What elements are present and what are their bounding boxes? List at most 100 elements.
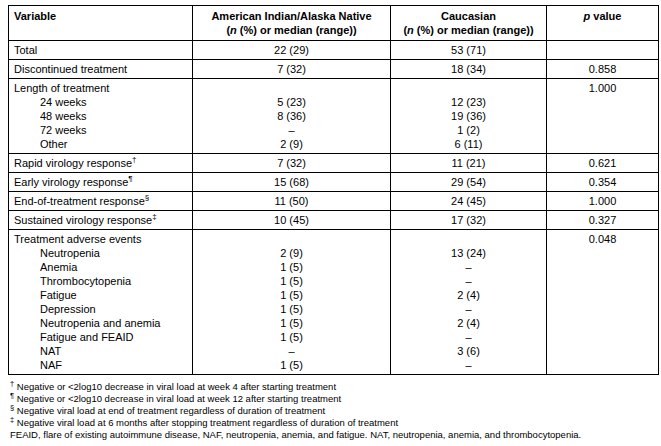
table-row: Discontinued treatment7 (32)18 (34)0.858 <box>9 60 659 79</box>
caucasian-value: – <box>396 302 541 316</box>
sub-variable-label: Neutropenia <box>14 246 187 260</box>
sub-variable-label: 48 weeks <box>14 109 187 123</box>
american-indian-value: – <box>198 344 385 358</box>
american-indian-value: 1 (5) <box>198 330 385 344</box>
table-row: Rapid virology response†7 (32)11 (21)0.6… <box>9 154 659 173</box>
sub-variable-label: Other <box>14 137 187 151</box>
variable-label: End-of-treatment response <box>14 195 145 207</box>
american-indian-value: 1 (5) <box>198 288 385 302</box>
caucasian-value: – <box>396 358 541 372</box>
header-row: Variable American Indian/Alaska Native (… <box>9 6 659 41</box>
sub-variable-label: Anemia <box>14 260 187 274</box>
american-indian-value: 5 (23) <box>198 95 385 109</box>
footnote-marker: ‡ <box>152 212 156 221</box>
col-header-pvalue: p value <box>547 6 659 41</box>
caucasian-value: 1 (2) <box>396 123 541 137</box>
footnote: FEAID, flare of existing autoimmune dise… <box>10 429 661 441</box>
caucasian-value: 12 (23) <box>396 95 541 109</box>
table-wrapper: Variable American Indian/Alaska Native (… <box>0 0 661 441</box>
sub-variable-label: Fatigue <box>14 288 187 302</box>
footnote-marker: ‡ <box>10 415 14 424</box>
american-indian-value: 2 (9) <box>198 137 385 151</box>
table-row: Early virology response¶15 (68)29 (54)0.… <box>9 173 659 192</box>
variable-label: Sustained virology response <box>14 214 152 226</box>
group-label: Treatment adverse events <box>14 232 187 246</box>
american-indian-value: 1 (5) <box>198 302 385 316</box>
sub-variable-label: 24 weeks <box>14 95 187 109</box>
variable-cell: Discontinued treatment <box>9 60 193 79</box>
caucasian-value: – <box>396 330 541 344</box>
caucasian-value-cell: 17 (32) <box>391 211 547 230</box>
sub-variable-label: Depression <box>14 302 187 316</box>
caucasian-value: 2 (4) <box>396 288 541 302</box>
american-indian-value-cell: 2 (9)1 (5)1 (5)1 (5)1 (5)1 (5)1 (5)–1 (5… <box>193 230 391 375</box>
american-indian-value: 2 (9) <box>198 246 385 260</box>
american-indian-value-cell: 5 (23)8 (36)–2 (9) <box>193 79 391 154</box>
footnote-marker: † <box>10 379 14 388</box>
variable-cell: Treatment adverse eventsNeutropeniaAnemi… <box>9 230 193 375</box>
sub-variable-label: NAF <box>14 358 187 372</box>
footnote: † Negative or <2log10 decrease in viral … <box>10 381 661 393</box>
caucasian-value-cell: 24 (45) <box>391 192 547 211</box>
variable-cell: Total <box>9 41 193 60</box>
p-value-cell <box>547 41 659 60</box>
caucasian-value-cell: 29 (54) <box>391 173 547 192</box>
american-indian-value-cell: 10 (45) <box>193 211 391 230</box>
caucasian-value-cell: 18 (34) <box>391 60 547 79</box>
sub-variable-label: Thrombocytopenia <box>14 274 187 288</box>
footnote: § Negative viral load at end of treatmen… <box>10 405 661 417</box>
american-indian-value-cell: 11 (50) <box>193 192 391 211</box>
footnote-marker: † <box>132 155 136 164</box>
p-value-cell: 0.621 <box>547 154 659 173</box>
variable-cell: Length of treatment24 weeks48 weeks72 we… <box>9 79 193 154</box>
page: Variable American Indian/Alaska Native (… <box>0 0 661 446</box>
sub-variable-label: 72 weeks <box>14 123 187 137</box>
american-indian-value: 8 (36) <box>198 109 385 123</box>
comparison-table: Variable American Indian/Alaska Native (… <box>8 5 659 375</box>
group-label: Length of treatment <box>14 81 187 95</box>
col-header-cauc-title: Caucasian <box>396 9 541 23</box>
american-indian-value: 1 (5) <box>198 316 385 330</box>
sub-variable-label: Fatigue and FEAID <box>14 330 187 344</box>
caucasian-value-cell: 13 (24)––2 (4)–2 (4)–3 (6)– <box>391 230 547 375</box>
p-value-cell: 0.327 <box>547 211 659 230</box>
caucasian-value: 3 (6) <box>396 344 541 358</box>
footnote-marker: § <box>145 193 149 202</box>
american-indian-value-cell: 7 (32) <box>193 154 391 173</box>
caucasian-value: – <box>396 274 541 288</box>
table-row: Length of treatment24 weeks48 weeks72 we… <box>9 79 659 154</box>
p-value-cell: 0.354 <box>547 173 659 192</box>
footnote: ‡ Negative viral load at 6 months after … <box>10 417 661 429</box>
variable-label: Total <box>14 44 37 56</box>
table-row: Sustained virology response‡10 (45)17 (3… <box>9 211 659 230</box>
caucasian-value: – <box>396 260 541 274</box>
p-value-cell: 0.048 <box>547 230 659 375</box>
american-indian-value-cell: 15 (68) <box>193 173 391 192</box>
variable-label: Early virology response <box>14 176 128 188</box>
col-header-caucasian: Caucasian (n (%) or median (range)) <box>391 6 547 41</box>
footnote: ¶ Negative or <2log10 decrease in viral … <box>10 393 661 405</box>
table-header: Variable American Indian/Alaska Native (… <box>9 6 659 41</box>
american-indian-value: – <box>198 123 385 137</box>
col-header-aian-subtitle: (n (%) or median (range)) <box>198 23 385 37</box>
caucasian-value: 13 (24) <box>396 246 541 260</box>
footnote-marker: ¶ <box>128 174 132 183</box>
p-value: 1.000 <box>552 81 653 95</box>
p-value: 0.048 <box>552 232 653 246</box>
american-indian-value: 1 (5) <box>198 260 385 274</box>
col-header-american-indian: American Indian/Alaska Native (n (%) or … <box>193 6 391 41</box>
variable-label: Rapid virology response <box>14 157 132 169</box>
american-indian-value-cell: 22 (29) <box>193 41 391 60</box>
table-row: Total22 (29)53 (71) <box>9 41 659 60</box>
variable-cell: Early virology response¶ <box>9 173 193 192</box>
col-header-aian-title: American Indian/Alaska Native <box>198 9 385 23</box>
table-row: End-of-treatment response§ 11 (50)24 (45)… <box>9 192 659 211</box>
p-value-cell: 1.000 <box>547 192 659 211</box>
p-value-cell: 1.000 <box>547 79 659 154</box>
table-row: Treatment adverse eventsNeutropeniaAnemi… <box>9 230 659 375</box>
variable-cell: Sustained virology response‡ <box>9 211 193 230</box>
american-indian-value: 1 (5) <box>198 274 385 288</box>
caucasian-value: 19 (36) <box>396 109 541 123</box>
footnote-marker: § <box>10 403 14 412</box>
p-value-cell: 0.858 <box>547 60 659 79</box>
